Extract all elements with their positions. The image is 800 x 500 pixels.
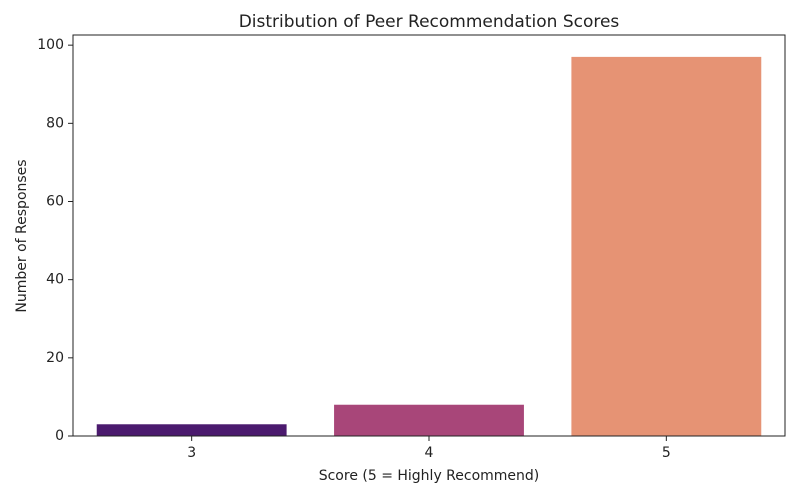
bar	[334, 404, 524, 436]
y-tick-label: 20	[46, 350, 64, 366]
chart-title: Distribution of Peer Recommendation Scor…	[239, 12, 620, 32]
bar	[571, 56, 762, 437]
y-tick-label: 0	[55, 428, 64, 444]
x-tick-label: 3	[187, 445, 196, 461]
x-tick-label: 4	[425, 445, 434, 461]
y-tick-label: 40	[46, 272, 64, 288]
y-tick-label: 100	[37, 37, 64, 53]
x-axis-label: Score (5 = Highly Recommend)	[319, 468, 540, 484]
bar	[96, 424, 287, 436]
x-tick-label: 5	[662, 445, 671, 461]
y-tick-label: 60	[46, 193, 64, 209]
y-axis-label: Number of Responses	[14, 159, 30, 312]
plot-frame	[72, 34, 786, 437]
y-tick-label: 80	[46, 115, 64, 131]
